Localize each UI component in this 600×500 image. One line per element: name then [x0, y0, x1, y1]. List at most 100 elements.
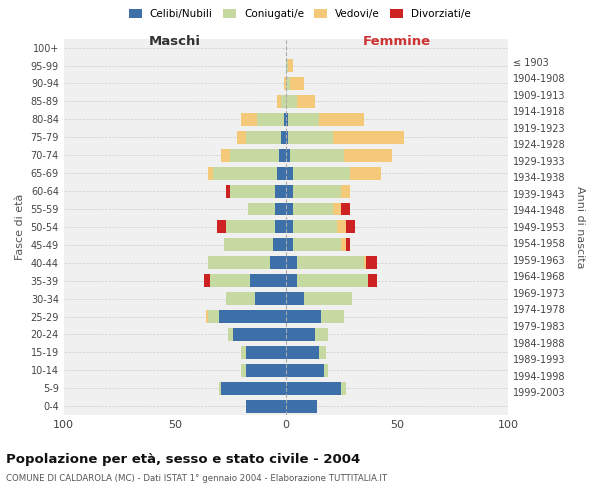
- Bar: [286, 202, 293, 215]
- Bar: [304, 292, 352, 305]
- Bar: [219, 382, 221, 394]
- Bar: [257, 113, 284, 126]
- Bar: [286, 238, 293, 252]
- Bar: [230, 184, 275, 198]
- Bar: [319, 346, 326, 359]
- Bar: [293, 184, 341, 198]
- Bar: [284, 77, 286, 90]
- Bar: [206, 310, 208, 323]
- Bar: [286, 346, 319, 359]
- Bar: [286, 292, 304, 305]
- Bar: [284, 113, 286, 126]
- Bar: [286, 382, 341, 394]
- Bar: [211, 274, 250, 287]
- Bar: [275, 220, 286, 234]
- Bar: [281, 95, 286, 108]
- Bar: [341, 184, 350, 198]
- Bar: [203, 274, 211, 287]
- Bar: [241, 364, 246, 377]
- Bar: [255, 292, 286, 305]
- Bar: [297, 95, 315, 108]
- Bar: [237, 131, 246, 143]
- Bar: [246, 346, 286, 359]
- Bar: [250, 274, 286, 287]
- Bar: [230, 148, 279, 162]
- Bar: [248, 202, 275, 215]
- Bar: [286, 400, 317, 412]
- Bar: [286, 166, 293, 179]
- Bar: [277, 166, 286, 179]
- Bar: [228, 328, 233, 341]
- Bar: [286, 274, 297, 287]
- Bar: [368, 274, 377, 287]
- Bar: [290, 148, 344, 162]
- Bar: [212, 166, 277, 179]
- Bar: [319, 113, 364, 126]
- Bar: [293, 166, 350, 179]
- Text: Popolazione per età, sesso e stato civile - 2004: Popolazione per età, sesso e stato civil…: [6, 452, 360, 466]
- Bar: [344, 148, 392, 162]
- Bar: [286, 95, 297, 108]
- Bar: [271, 256, 286, 269]
- Bar: [275, 184, 286, 198]
- Text: Femmine: Femmine: [363, 35, 431, 48]
- Bar: [341, 382, 346, 394]
- Bar: [224, 238, 272, 252]
- Bar: [286, 77, 290, 90]
- Bar: [246, 364, 286, 377]
- Bar: [290, 77, 304, 90]
- Bar: [286, 310, 322, 323]
- Legend: Celibi/Nubili, Coniugati/e, Vedovi/e, Divorziati/e: Celibi/Nubili, Coniugati/e, Vedovi/e, Di…: [125, 5, 475, 24]
- Bar: [337, 220, 346, 234]
- Bar: [293, 220, 337, 234]
- Bar: [246, 400, 286, 412]
- Bar: [246, 131, 281, 143]
- Bar: [275, 202, 286, 215]
- Text: Maschi: Maschi: [149, 35, 201, 48]
- Bar: [332, 202, 341, 215]
- Bar: [286, 184, 293, 198]
- Bar: [279, 148, 286, 162]
- Bar: [341, 202, 350, 215]
- Bar: [226, 220, 275, 234]
- Bar: [288, 59, 293, 72]
- Bar: [323, 364, 328, 377]
- Bar: [277, 95, 281, 108]
- Bar: [288, 113, 319, 126]
- Bar: [208, 310, 219, 323]
- Bar: [241, 113, 257, 126]
- Bar: [281, 131, 286, 143]
- Bar: [221, 382, 286, 394]
- Bar: [208, 256, 271, 269]
- Bar: [286, 220, 293, 234]
- Bar: [226, 292, 255, 305]
- Y-axis label: Fasce di età: Fasce di età: [15, 194, 25, 260]
- Bar: [288, 131, 332, 143]
- Bar: [286, 328, 315, 341]
- Bar: [293, 202, 332, 215]
- Bar: [286, 148, 290, 162]
- Bar: [241, 346, 246, 359]
- Text: COMUNE DI CALDAROLA (MC) - Dati ISTAT 1° gennaio 2004 - Elaborazione TUTTITALIA.: COMUNE DI CALDAROLA (MC) - Dati ISTAT 1°…: [6, 474, 387, 483]
- Bar: [315, 328, 328, 341]
- Bar: [286, 113, 288, 126]
- Bar: [346, 238, 350, 252]
- Bar: [364, 256, 366, 269]
- Bar: [341, 238, 346, 252]
- Bar: [286, 131, 288, 143]
- Bar: [219, 310, 286, 323]
- Bar: [272, 238, 286, 252]
- Bar: [350, 166, 382, 179]
- Bar: [233, 328, 286, 341]
- Bar: [286, 364, 323, 377]
- Bar: [297, 274, 368, 287]
- Bar: [286, 256, 297, 269]
- Bar: [346, 220, 355, 234]
- Bar: [297, 256, 364, 269]
- Bar: [217, 220, 226, 234]
- Bar: [293, 238, 341, 252]
- Bar: [366, 256, 377, 269]
- Bar: [332, 131, 404, 143]
- Bar: [322, 310, 344, 323]
- Y-axis label: Anni di nascita: Anni di nascita: [575, 186, 585, 268]
